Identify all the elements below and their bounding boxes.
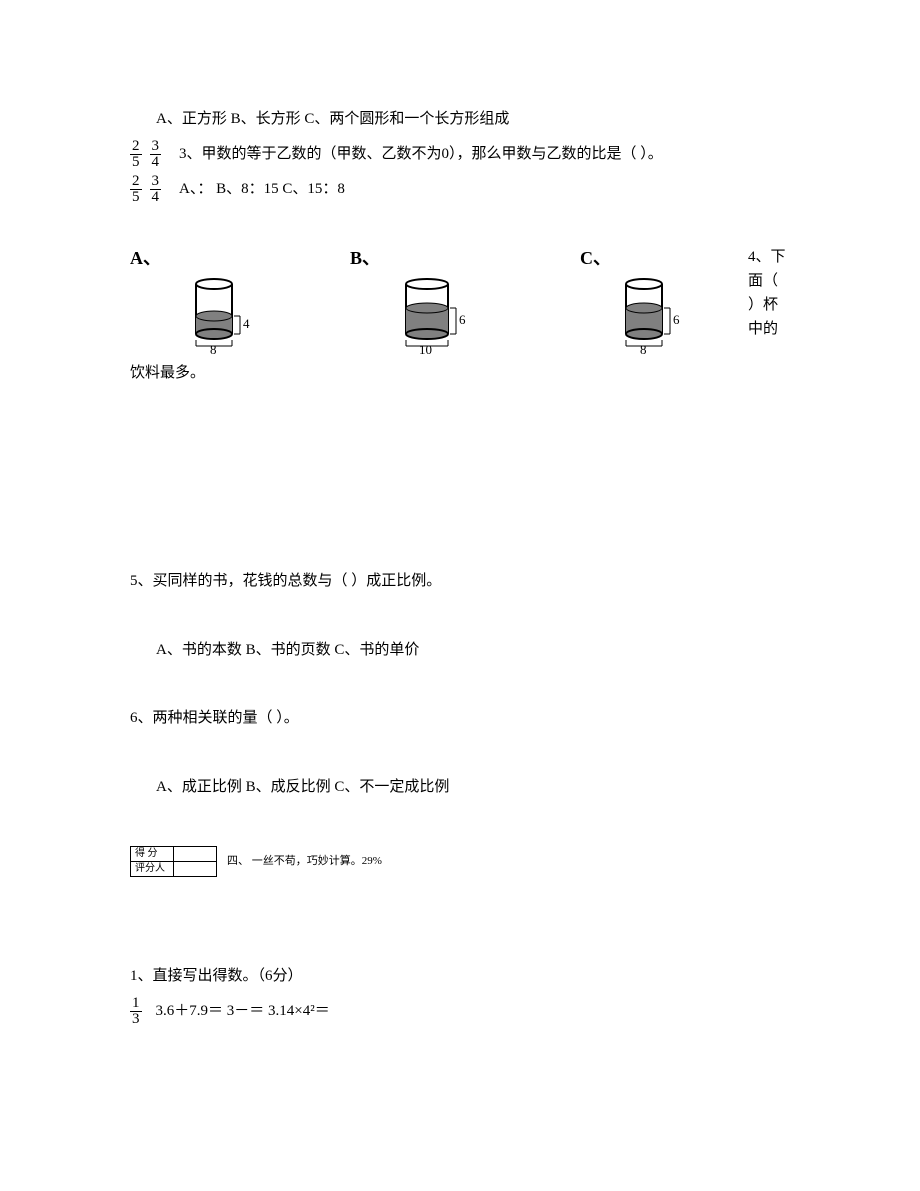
fraction-2-5: 2 5 [130, 139, 142, 170]
score-table: 得 分 评分人 [130, 846, 217, 877]
cup-b-label: B、 [350, 245, 380, 272]
cup-c-svg: 6 8 [620, 276, 692, 354]
q3-row1: 2 5 3 4 3、甲数的等于乙数的（甲数、乙数不为0），那么甲数与乙数的比是（… [130, 139, 820, 170]
q4-tail: 饮料最多。 [130, 362, 820, 385]
cup-c-diameter: 8 [640, 342, 647, 354]
fraction-3-4-b: 3 4 [150, 174, 162, 205]
sec4-q1: 1、直接写出得数。（6分） [130, 965, 820, 988]
q3-text: 3、甲数的等于乙数的（甲数、乙数不为0），那么甲数与乙数的比是（ ）。 [179, 143, 663, 166]
score-section: 得 分 评分人 四、 一丝不苟，巧妙计算。29% [130, 846, 820, 877]
q4-right-text: 4、下 面（ ）杯 中的 [748, 245, 808, 341]
cup-a-label: A、 [130, 245, 161, 272]
q6: 6、两种相关联的量（ ）。 [130, 707, 820, 730]
cup-b-diameter: 10 [419, 342, 432, 354]
cup-a-diameter: 8 [210, 342, 217, 354]
q3-options: A、： B、8：15 C、15：8 [179, 178, 345, 201]
sec4-line: 1 3 3.6＋7.9＝ 3－＝ 3.14×4²＝ [130, 996, 820, 1027]
cup-c-label: C、 [580, 245, 611, 272]
cup-a-svg: 4 8 [190, 276, 262, 354]
q5-options: A、书的本数 B、书的页数 C、书的单价 [156, 639, 820, 662]
fraction-2-5-b: 2 5 [130, 174, 142, 205]
q6-options: A、成正比例 B、成反比例 C、不一定成比例 [156, 776, 820, 799]
score-label: 得 分 [131, 847, 174, 862]
q2-options: A、正方形 B、长方形 C、两个圆形和一个长方形组成 [156, 108, 820, 131]
grader-blank [174, 862, 217, 877]
fraction-3-4: 3 4 [150, 139, 162, 170]
q5: 5、买同样的书，花钱的总数与（ ）成正比例。 [130, 570, 820, 593]
grader-label: 评分人 [131, 862, 174, 877]
score-blank [174, 847, 217, 862]
q4-cups-row: A、 4 8 [130, 245, 820, 354]
fraction-pair-2: 2 5 3 4 [130, 174, 161, 205]
fraction-pair: 2 5 3 4 [130, 139, 161, 170]
section-4-title: 四、 一丝不苟，巧妙计算。29% [227, 853, 382, 870]
cup-a-fill-label: 4 [243, 316, 250, 331]
fraction-1-3: 1 3 [130, 996, 142, 1027]
sec4-equations: 3.6＋7.9＝ 3－＝ 3.14×4²＝ [156, 1000, 330, 1023]
cup-b-svg: 6 10 [400, 276, 482, 354]
q3-row2: 2 5 3 4 A、： B、8：15 C、15：8 [130, 174, 820, 205]
cup-b-fill-label: 6 [459, 312, 466, 327]
cup-c-fill-label: 6 [673, 312, 680, 327]
